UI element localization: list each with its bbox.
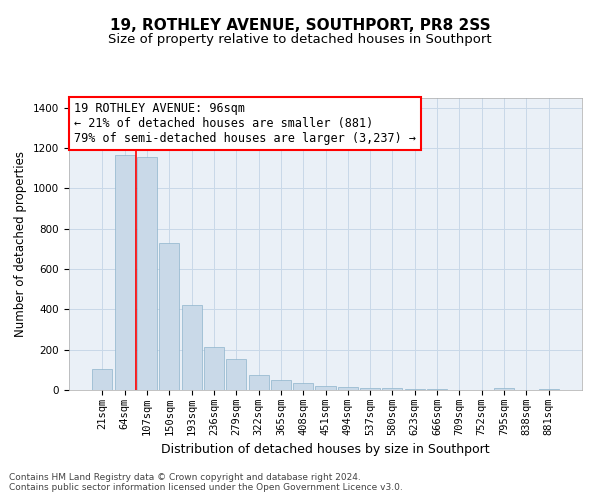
Bar — [360, 388, 380, 390]
Bar — [204, 346, 224, 390]
Bar — [293, 383, 313, 390]
Bar — [92, 369, 112, 390]
Bar — [316, 386, 335, 390]
X-axis label: Distribution of detached houses by size in Southport: Distribution of detached houses by size … — [161, 444, 490, 456]
Text: 19, ROTHLEY AVENUE, SOUTHPORT, PR8 2SS: 19, ROTHLEY AVENUE, SOUTHPORT, PR8 2SS — [110, 18, 490, 32]
Bar — [539, 389, 559, 390]
Bar — [271, 380, 291, 390]
Text: Contains HM Land Registry data © Crown copyright and database right 2024.
Contai: Contains HM Land Registry data © Crown c… — [9, 472, 403, 492]
Bar — [137, 157, 157, 390]
Bar — [248, 375, 269, 390]
Bar — [338, 387, 358, 390]
Bar — [159, 242, 179, 390]
Bar — [405, 389, 425, 390]
Bar — [494, 388, 514, 390]
Bar — [115, 155, 135, 390]
Text: 19 ROTHLEY AVENUE: 96sqm
← 21% of detached houses are smaller (881)
79% of semi-: 19 ROTHLEY AVENUE: 96sqm ← 21% of detach… — [74, 102, 416, 145]
Text: Size of property relative to detached houses in Southport: Size of property relative to detached ho… — [108, 32, 492, 46]
Bar — [382, 388, 403, 390]
Bar — [226, 358, 246, 390]
Bar — [182, 306, 202, 390]
Y-axis label: Number of detached properties: Number of detached properties — [14, 151, 28, 337]
